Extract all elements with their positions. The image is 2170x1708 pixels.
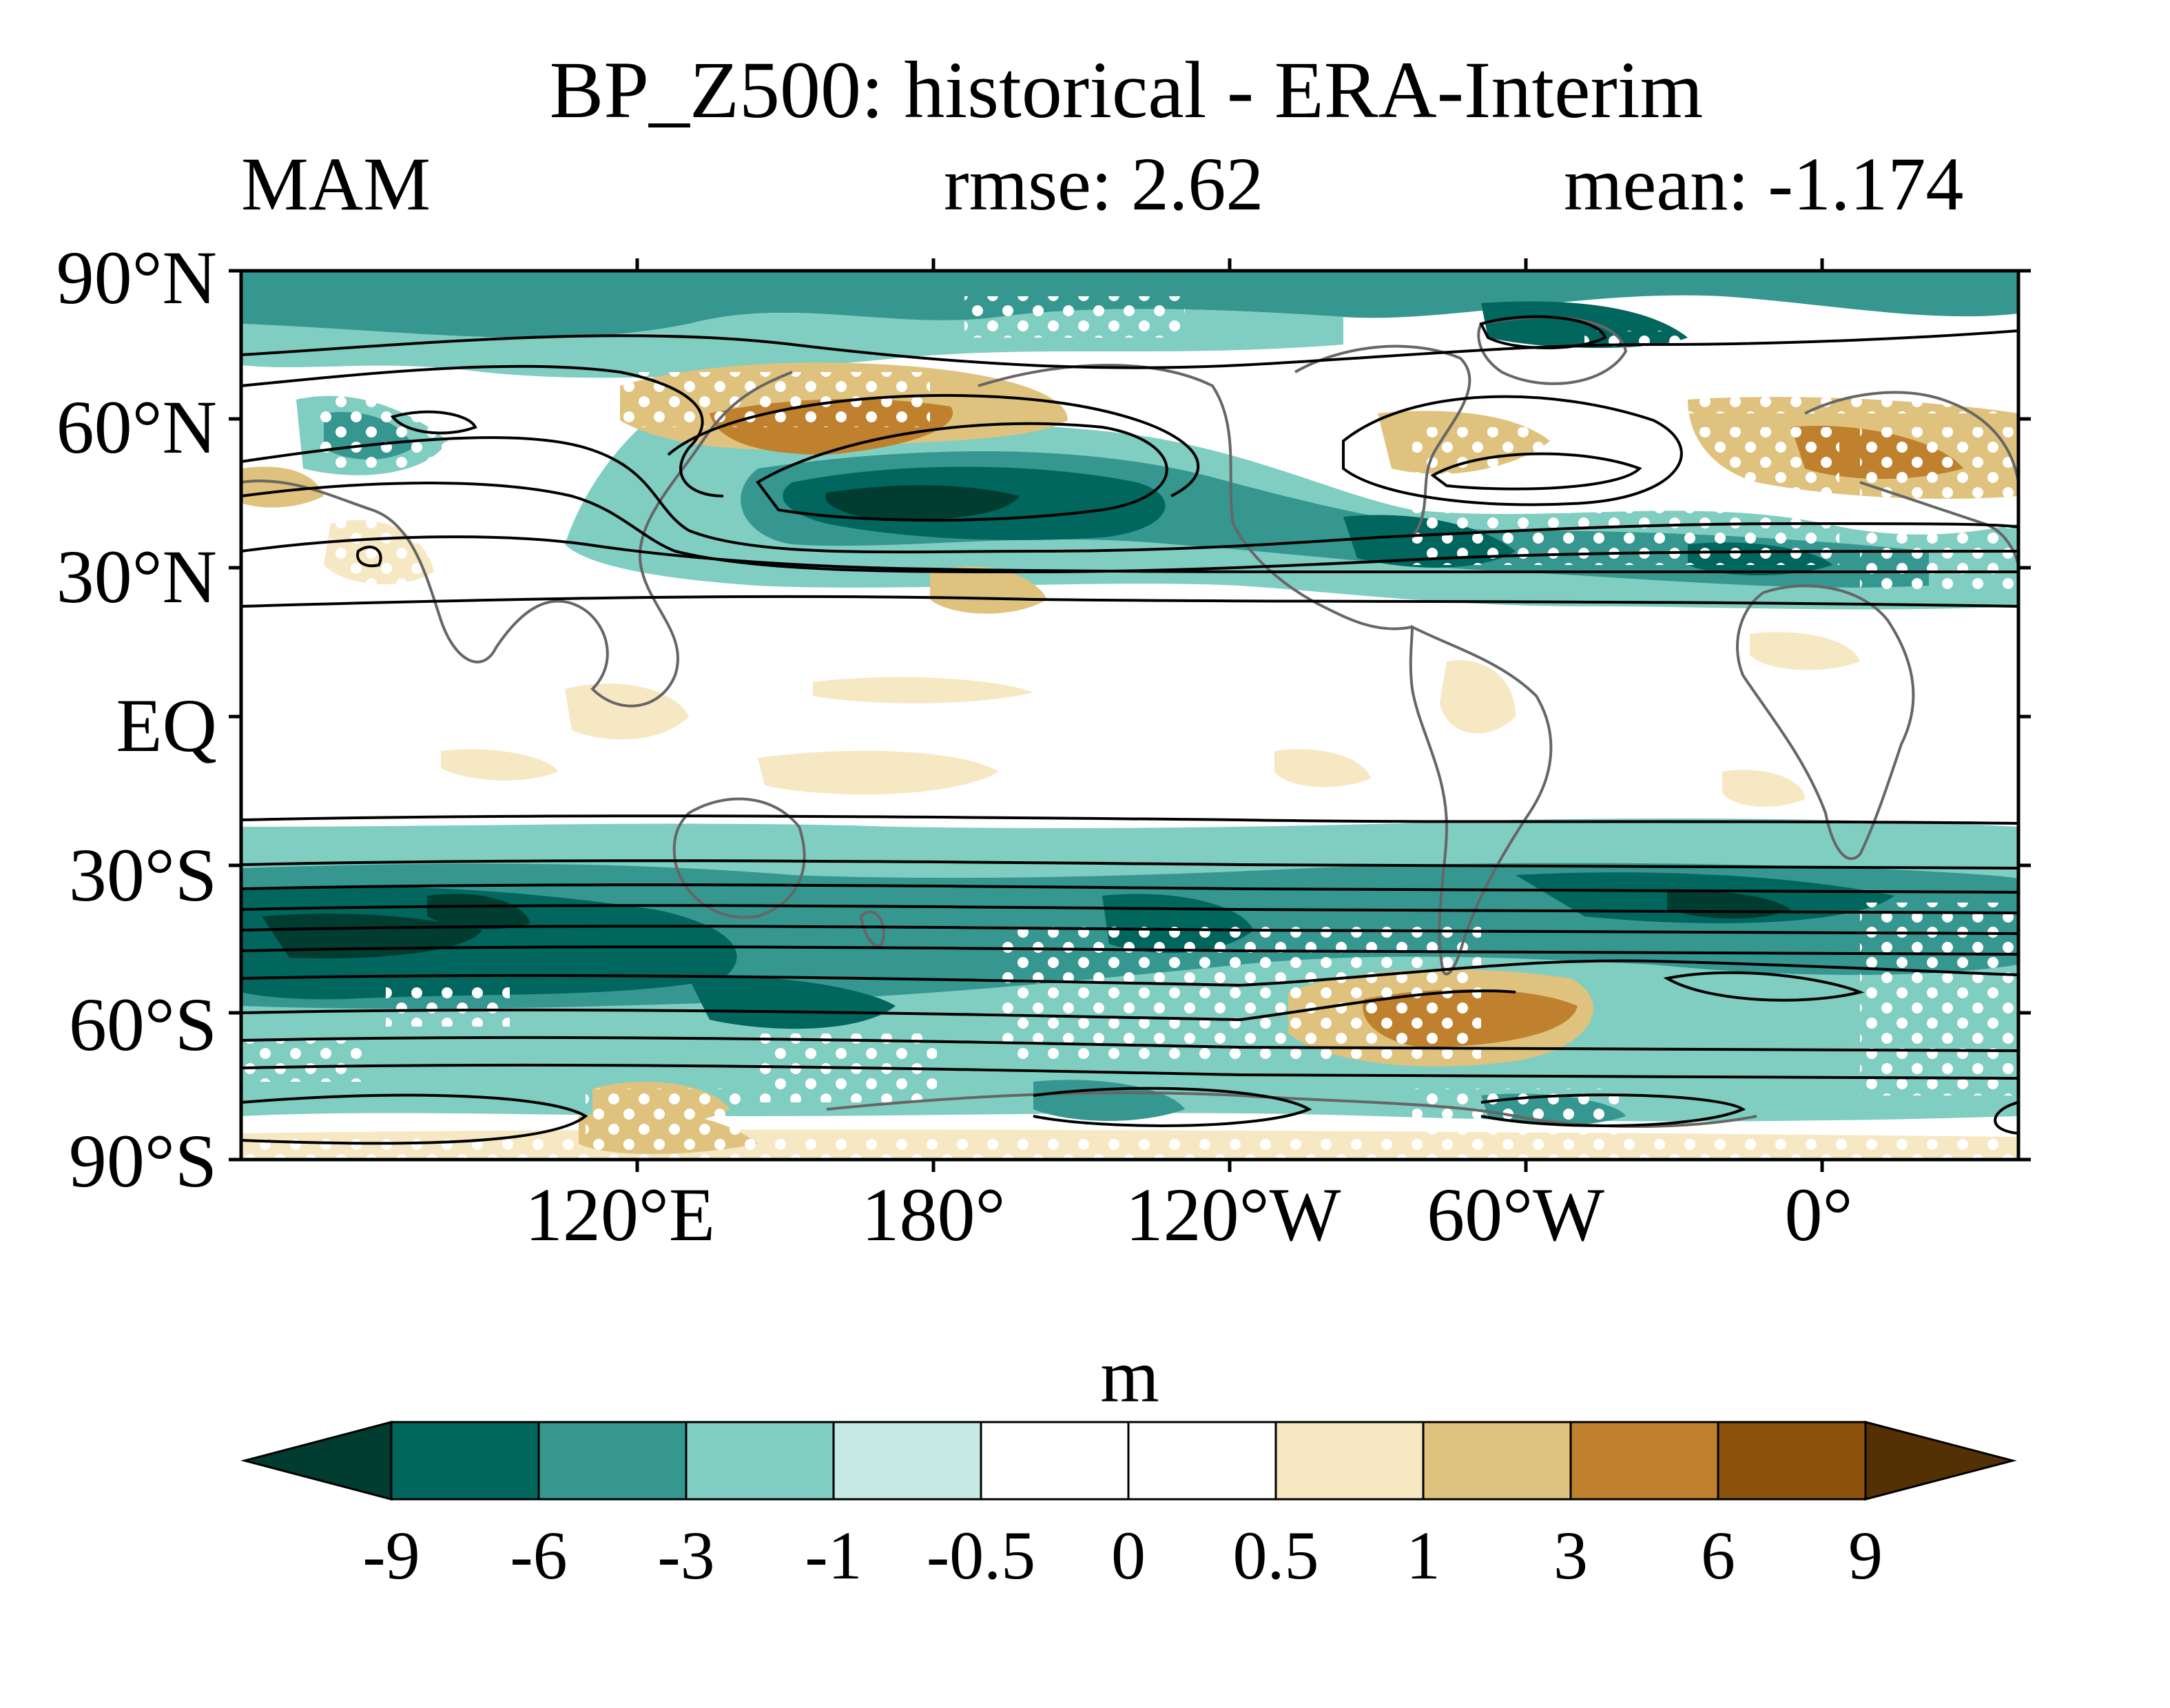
colorbar-tick-label: 3	[1553, 1517, 1588, 1594]
colorbar-bin	[1422, 1421, 1572, 1501]
colorbar-tick-label: 0	[1111, 1517, 1146, 1594]
colorbar-bin	[1569, 1421, 1719, 1501]
colorbar-tick-label: -6	[510, 1517, 568, 1594]
colorbar	[240, 1421, 2017, 1501]
lon-label-120w: 120°W	[1125, 1173, 1341, 1257]
lat-label-90n: 90°N	[56, 236, 217, 320]
lat-label-30n: 30°N	[56, 535, 217, 619]
colorbar-tick-label: -1	[805, 1517, 862, 1594]
map-title: BP_Z500: historical - ERA-Interim	[549, 45, 1704, 135]
colorbar-tick-label: 6	[1701, 1517, 1735, 1594]
lon-label-0: 0°	[1784, 1173, 1853, 1257]
tropical-anomaly-fill	[441, 632, 1860, 807]
colorbar-tick-label: -3	[657, 1517, 715, 1594]
colorbar-bin	[832, 1421, 982, 1501]
colorbar-bin	[537, 1421, 688, 1501]
colorbar-tick-label: 9	[1848, 1517, 1883, 1594]
colorbar-bin	[390, 1421, 540, 1501]
lat-label-60n: 60°N	[56, 385, 217, 469]
lon-label-180: 180°	[861, 1173, 1006, 1257]
season-label: MAM	[241, 142, 431, 226]
colorbar-tick-label: 0.5	[1232, 1517, 1319, 1594]
lat-label-30s: 30°S	[68, 833, 217, 917]
lat-label-60s: 60°S	[68, 982, 217, 1067]
colorbar-bin	[685, 1421, 835, 1501]
colorbar-tick-label: -9	[362, 1517, 420, 1594]
mean-label: mean: -1.174	[1564, 142, 1964, 226]
colorbar-bin	[980, 1421, 1130, 1501]
colorbar-tick-label: -0.5	[926, 1517, 1036, 1594]
colorbar-bin	[1127, 1421, 1277, 1501]
lon-label-60w: 60°W	[1427, 1173, 1604, 1257]
lat-label-eq: EQ	[116, 683, 217, 768]
colorbar-high-extend	[1864, 1421, 2017, 1501]
colorbar-units: m	[1100, 1334, 1159, 1418]
map-frame	[229, 258, 2031, 1172]
lon-label-120e: 120°E	[524, 1173, 716, 1257]
colorbar-bin	[1717, 1421, 1867, 1501]
lat-label-90s: 90°S	[68, 1119, 217, 1203]
rmse-label: rmse: 2.62	[944, 142, 1264, 226]
coastlines	[241, 316, 2018, 1128]
colorbar-bin	[1274, 1421, 1425, 1501]
colorbar-low-extend	[240, 1421, 393, 1501]
map-panel	[241, 271, 2018, 1160]
colorbar-tick-label: 1	[1406, 1517, 1440, 1594]
climatology-contours	[241, 315, 2018, 1145]
